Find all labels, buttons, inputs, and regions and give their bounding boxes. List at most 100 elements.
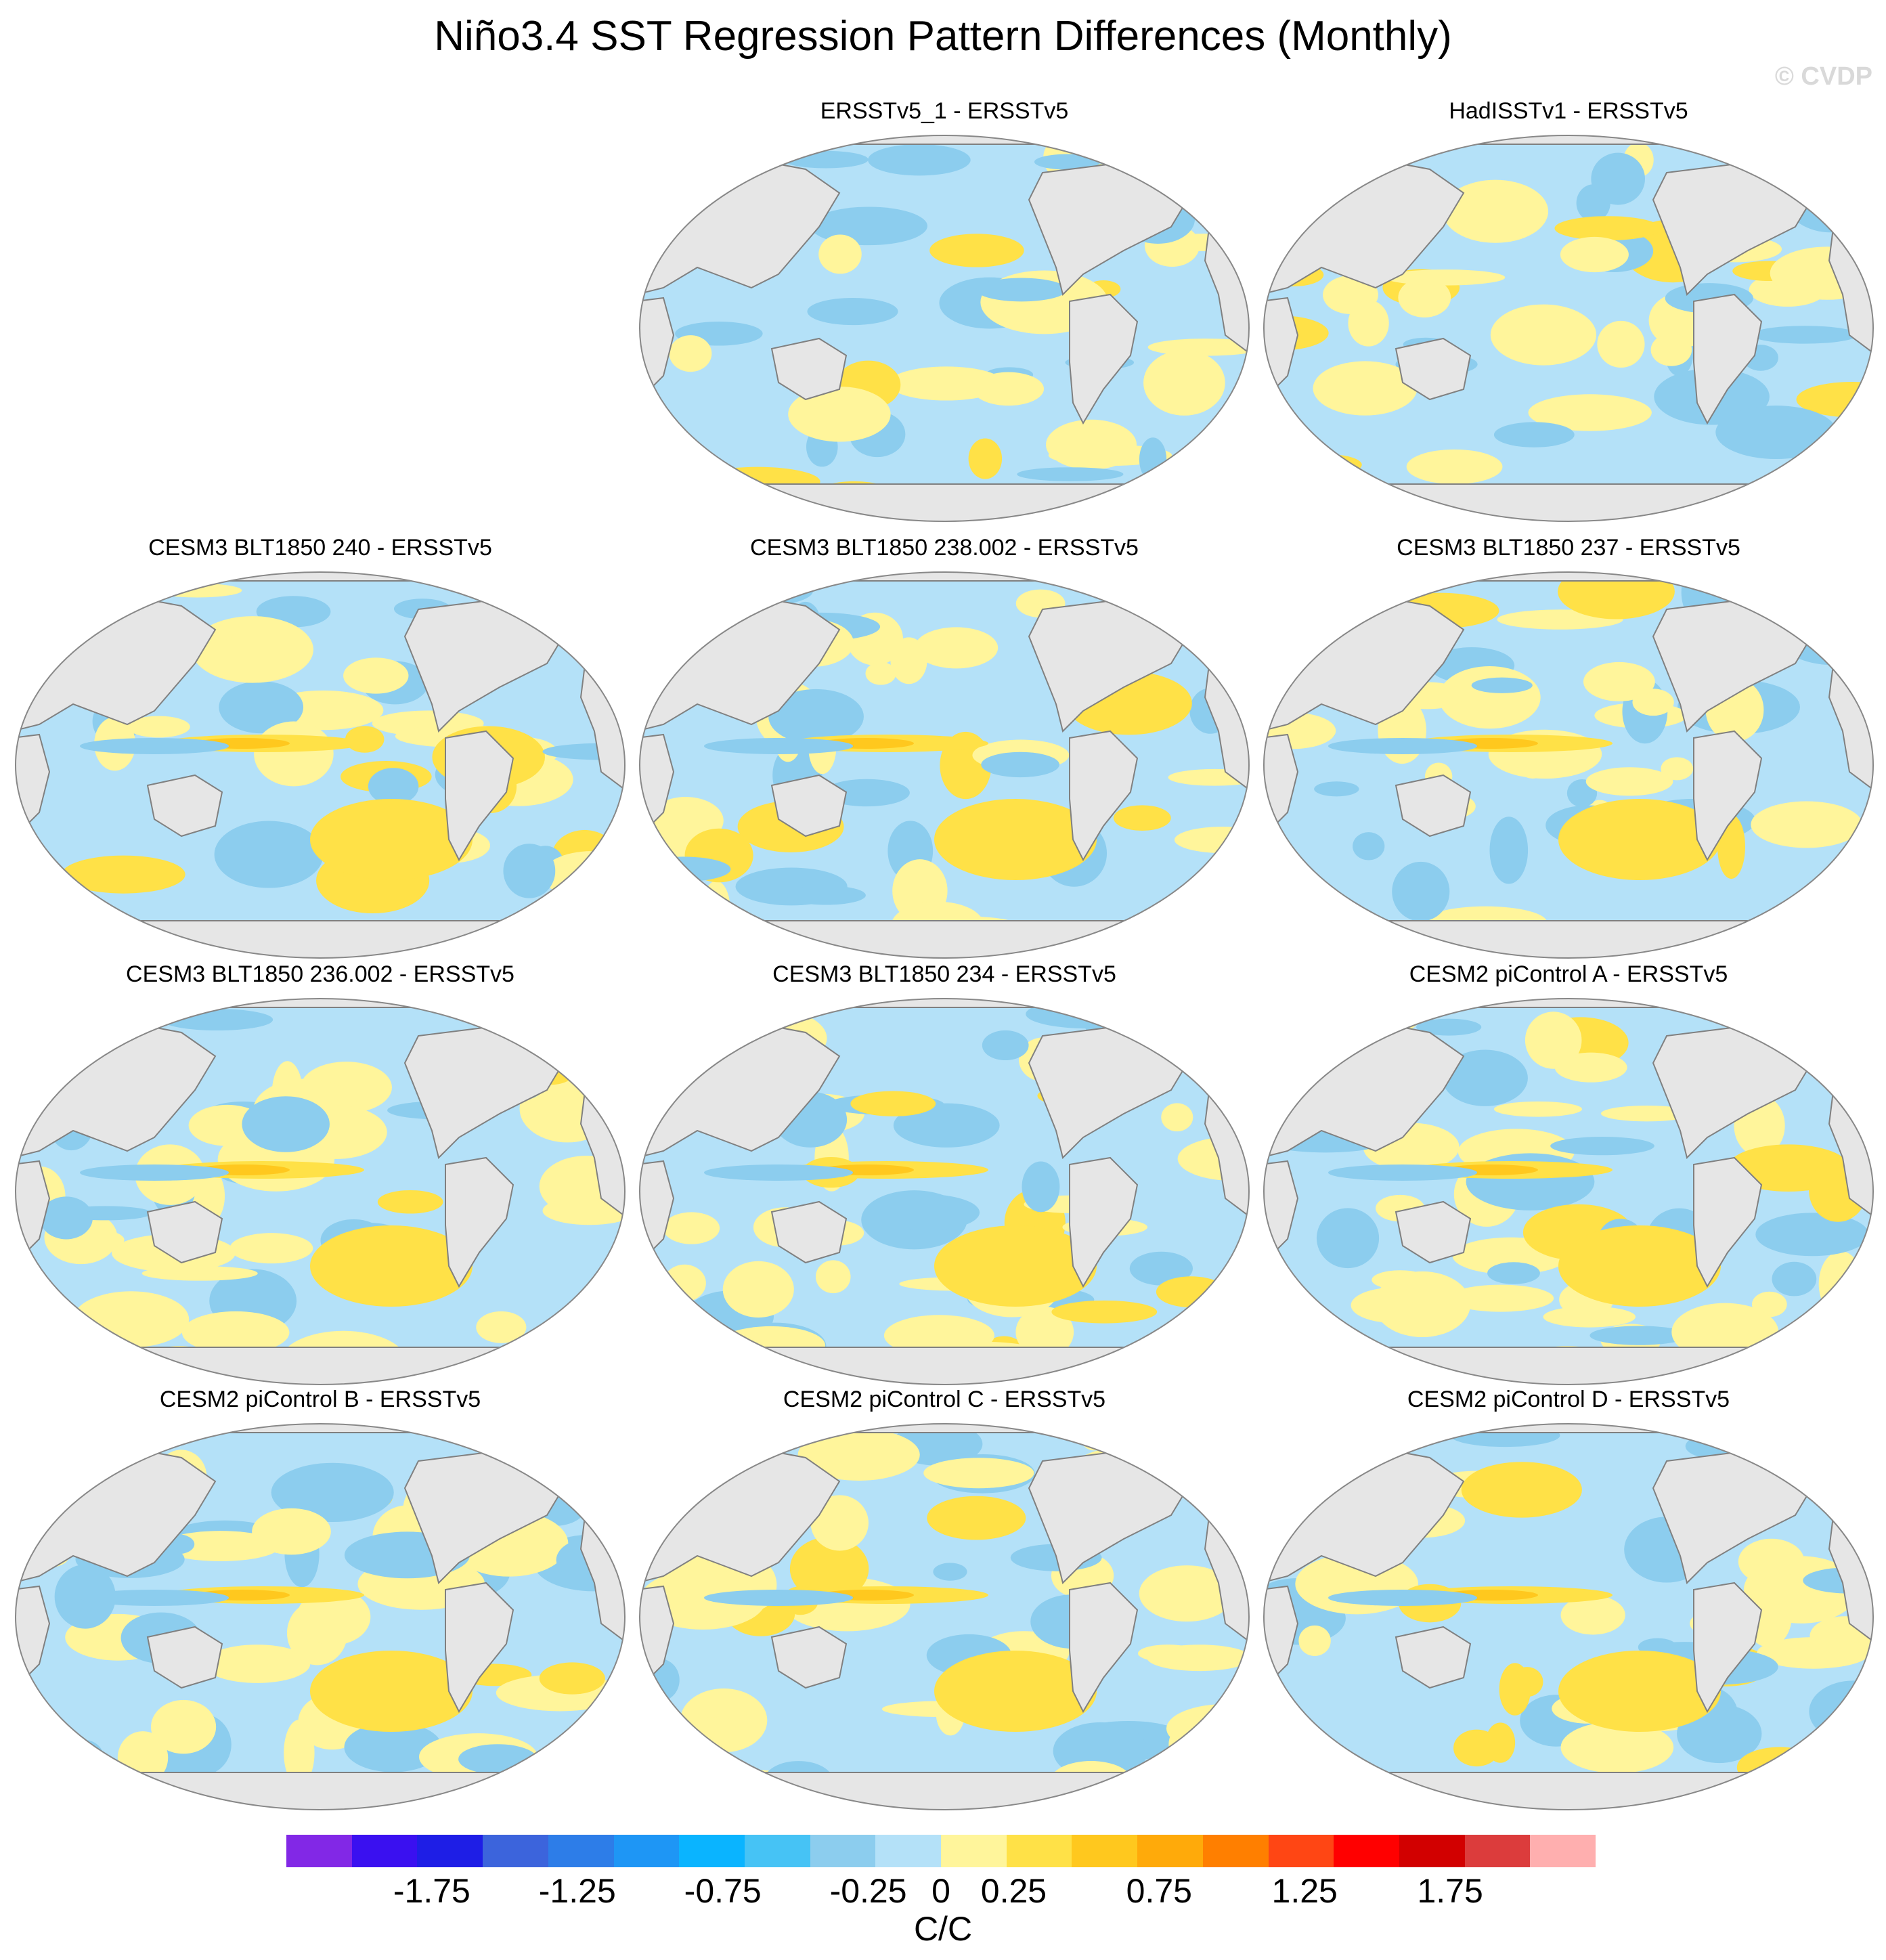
anomaly-contour — [1790, 140, 1846, 174]
anomaly-contour — [1181, 1054, 1249, 1074]
anomaly-contour — [656, 923, 710, 958]
anomaly-contour — [1314, 781, 1359, 797]
equatorial-cool-band — [704, 1590, 853, 1606]
anomaly-contour — [1141, 135, 1205, 177]
arctic-land — [16, 999, 625, 1008]
anomaly-contour — [181, 1311, 290, 1354]
map-outline — [639, 998, 1250, 1385]
greenland-land — [525, 1429, 589, 1476]
anomaly-contour — [1818, 135, 1873, 164]
ocean-area — [16, 999, 625, 1385]
anomaly-contour — [1316, 1208, 1380, 1269]
equatorial-cool-band — [80, 738, 229, 754]
anomaly-contour — [1200, 1762, 1249, 1785]
australia-land — [770, 774, 848, 837]
colorbar-box — [1268, 1835, 1334, 1867]
anomaly-contour — [219, 681, 304, 734]
anomaly-contour — [1264, 1424, 1388, 1468]
anomaly-contour — [1751, 326, 1858, 344]
map-outline — [15, 998, 626, 1385]
anomaly-contour — [344, 1722, 442, 1772]
anomaly-contour — [915, 627, 999, 669]
anomaly-contour — [1453, 1729, 1500, 1767]
map-outline — [1263, 135, 1874, 522]
antarctica-land — [16, 1772, 625, 1810]
equatorial-cool-band — [1328, 738, 1477, 754]
map-panel: CESM3 BLT1850 238.002 - ERSSTv5 — [636, 535, 1252, 961]
anomaly-contour — [575, 611, 625, 676]
panel-title: CESM2 piControl A - ERSSTv5 — [1409, 961, 1728, 987]
anomaly-contour — [553, 1431, 622, 1489]
anomaly-contour — [1786, 169, 1873, 233]
australia-land — [1395, 337, 1472, 401]
anomaly-contour — [297, 1588, 371, 1645]
arctic-land — [640, 135, 1249, 145]
colorbar-box — [1137, 1835, 1203, 1867]
anomaly-contour — [1738, 1538, 1805, 1585]
anomaly-contour — [1185, 1336, 1223, 1368]
anomaly-contour — [722, 1261, 794, 1318]
map-panel: CESM2 piControl C - ERSSTv5 — [636, 1387, 1252, 1813]
equatorial-cool-band — [1328, 1590, 1477, 1606]
anomaly-contour — [693, 572, 750, 627]
anomaly-contour — [736, 1428, 781, 1461]
australia-land — [770, 1626, 848, 1689]
colorbar-box — [941, 1835, 1007, 1867]
arctic-land — [16, 1424, 625, 1433]
panel-title: CESM2 piControl D - ERSSTv5 — [1407, 1387, 1730, 1412]
anomaly-contour — [933, 1563, 967, 1581]
greenland-land — [1149, 141, 1213, 188]
anomaly-contour — [1015, 1307, 1074, 1358]
anomaly-contour — [152, 583, 242, 598]
robinson-map — [639, 135, 1250, 522]
anomaly-contour — [873, 1194, 980, 1231]
anomaly-contour — [1129, 1251, 1193, 1286]
anomaly-contour — [982, 1030, 1029, 1061]
anomaly-contour — [1583, 661, 1655, 701]
anomaly-contour — [60, 1787, 112, 1806]
figure-title: Niño3.4 SST Regression Pattern Differenc… — [434, 13, 1452, 60]
anomaly-contour — [1471, 677, 1533, 693]
anomaly-contour — [1490, 304, 1597, 366]
anomaly-contour — [973, 372, 1045, 406]
anomaly-contour — [1560, 236, 1629, 273]
anomaly-contour — [653, 872, 688, 890]
greenland-land — [1774, 141, 1837, 188]
south-america-land — [1069, 1156, 1139, 1288]
south-america-land — [1693, 1582, 1763, 1714]
panel-title: CESM3 BLT1850 234 - ERSSTv5 — [772, 961, 1116, 987]
anomaly-contour — [976, 278, 1067, 302]
anomaly-contour — [640, 1343, 696, 1378]
anomaly-contour — [1733, 482, 1804, 521]
anomaly-contour — [1650, 333, 1692, 366]
anomaly-contour — [786, 886, 866, 905]
robinson-map — [1263, 998, 1874, 1385]
south-america-land — [1693, 1156, 1763, 1288]
anomaly-contour — [1139, 1565, 1235, 1622]
south-america-land — [1693, 293, 1763, 425]
anomaly-contour — [1170, 921, 1249, 957]
anomaly-contour — [929, 234, 1024, 267]
equatorial-cool-band — [80, 1590, 229, 1606]
greenland-land — [1149, 578, 1213, 624]
anomaly-contour — [660, 1785, 787, 1806]
anomaly-contour — [1017, 467, 1124, 481]
anomaly-contour — [1493, 1101, 1583, 1117]
panel-title: CESM3 BLT1850 236.002 - ERSSTv5 — [126, 961, 514, 987]
anomaly-contour — [815, 1260, 851, 1294]
anomaly-contour — [1755, 1213, 1869, 1257]
colorbar-box — [548, 1835, 614, 1867]
anomaly-contour — [1290, 454, 1362, 476]
anomaly-contour — [1348, 300, 1389, 347]
equatorial-cool-band — [704, 1164, 853, 1181]
robinson-map — [639, 998, 1250, 1385]
colorbar-tick-label: 0.25 — [980, 1872, 1047, 1910]
map-panel: CESM2 piControl A - ERSSTv5 — [1260, 961, 1877, 1388]
anomaly-contour — [1774, 1429, 1820, 1473]
australia-land — [146, 1626, 223, 1689]
map-panel: CESM3 BLT1850 237 - ERSSTv5 — [1260, 535, 1877, 961]
australia-land — [146, 774, 223, 837]
antarctica-land — [1264, 1347, 1873, 1385]
robinson-map — [1263, 1423, 1874, 1810]
anomaly-contour — [1591, 152, 1645, 205]
